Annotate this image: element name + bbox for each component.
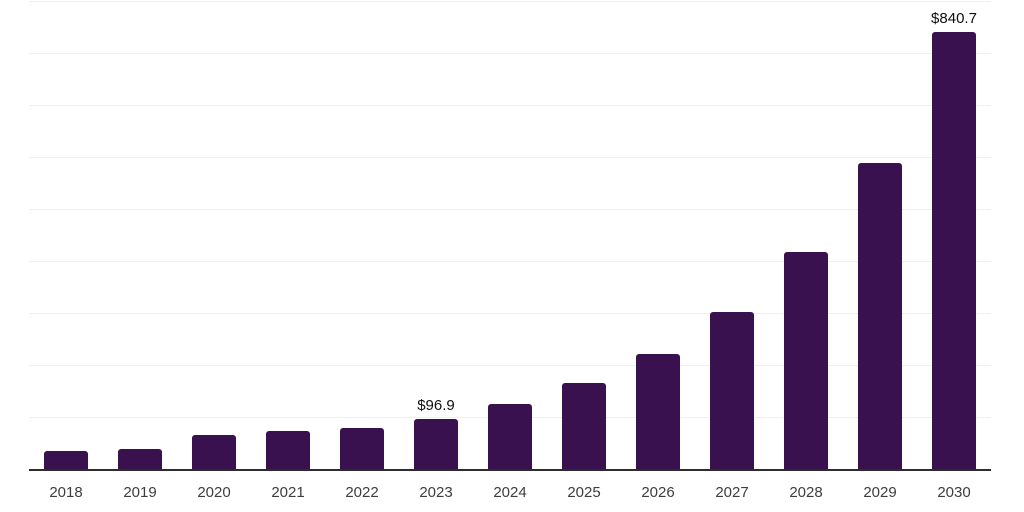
bar-2024 xyxy=(488,404,532,469)
x-tick-label-2018: 2018 xyxy=(49,484,83,501)
bar-2028 xyxy=(784,252,828,469)
x-tick-label-2024: 2024 xyxy=(493,484,527,501)
x-axis: 2018 2019 2020 2021 2022 2023 2024 2025 2026 2027… xyxy=(29,484,991,504)
x-tick-label-2023: 2023 xyxy=(419,484,453,501)
x-tick-label-2022: 2022 xyxy=(345,484,379,501)
bar-2022 xyxy=(340,428,384,469)
data-label-2030: $840.7 xyxy=(931,9,977,27)
bar-2027 xyxy=(710,311,754,469)
bar-2019 xyxy=(118,448,162,469)
x-tick-label-2019: 2019 xyxy=(123,484,157,501)
bar-2030 xyxy=(932,31,976,469)
gridline-600 xyxy=(29,157,991,158)
gridline-300 xyxy=(29,313,991,314)
bar-2029 xyxy=(858,162,902,469)
bar-2025 xyxy=(562,383,606,469)
gridline-500 xyxy=(29,209,991,210)
x-tick-label-2027: 2027 xyxy=(715,484,749,501)
gridline-400 xyxy=(29,261,991,262)
bar-2020 xyxy=(192,435,236,469)
gridline-800 xyxy=(29,53,991,54)
x-tick-label-2026: 2026 xyxy=(641,484,675,501)
gridline-200 xyxy=(29,365,991,366)
bar-2023 xyxy=(414,418,458,469)
bar-2018 xyxy=(44,451,88,469)
x-tick-label-2021: 2021 xyxy=(271,484,305,501)
gridline-700 xyxy=(29,105,991,106)
gridline-900 xyxy=(29,1,991,2)
x-tick-label-2020: 2020 xyxy=(197,484,231,501)
x-tick-label-2025: 2025 xyxy=(567,484,601,501)
x-tick-label-2029: 2029 xyxy=(863,484,897,501)
x-tick-label-2028: 2028 xyxy=(789,484,823,501)
x-tick-label-2030: 2030 xyxy=(937,484,971,501)
plot-area: $96.9 $840.7 xyxy=(29,1,991,471)
bar-2021 xyxy=(266,431,310,469)
data-label-2023: $96.9 xyxy=(417,396,455,414)
bar-2026 xyxy=(636,354,680,469)
